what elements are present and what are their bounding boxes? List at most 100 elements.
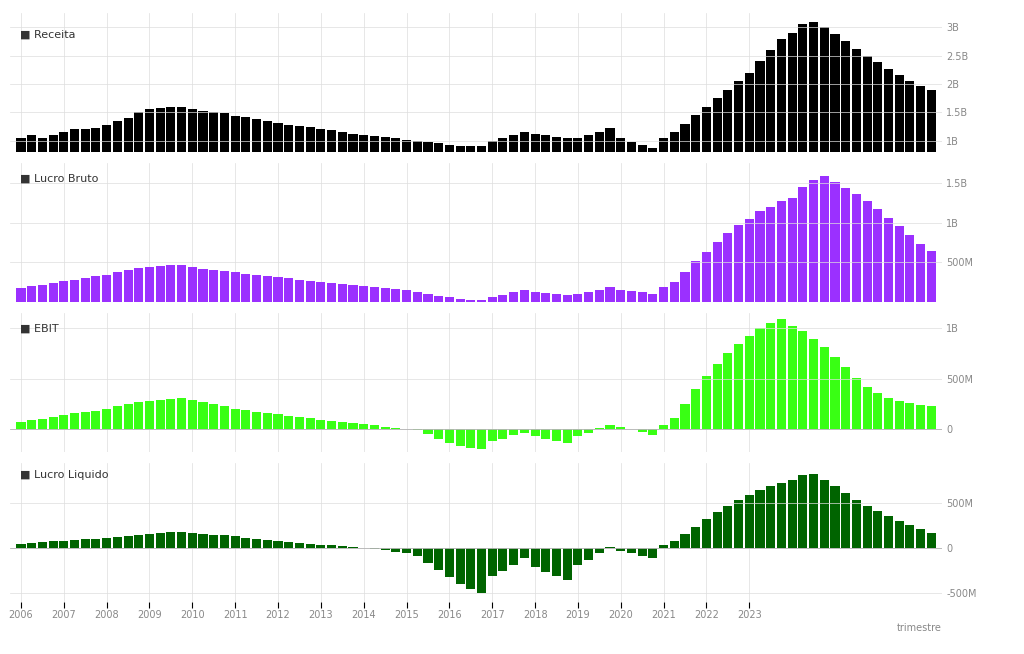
Bar [862,387,871,430]
Bar [905,404,914,430]
Bar [530,134,540,198]
Bar [777,39,786,198]
Bar [638,292,647,302]
Bar [187,533,197,548]
Bar [713,364,722,430]
Bar [744,218,754,302]
Bar [381,426,390,430]
Bar [166,532,175,548]
Bar [681,534,689,548]
Bar [285,542,293,548]
Bar [209,534,218,548]
Bar [905,81,914,198]
Bar [499,138,508,198]
Bar [852,49,861,198]
Bar [466,300,475,302]
Bar [81,413,90,430]
Bar [691,262,700,302]
Bar [905,525,914,548]
Bar [573,294,583,302]
Bar [734,343,743,430]
Bar [263,276,271,302]
Bar [520,430,529,432]
Bar [70,280,79,302]
Bar [156,266,165,302]
Bar [48,283,57,302]
Bar [70,540,79,548]
Bar [242,273,251,302]
Bar [509,430,518,436]
Bar [113,537,122,548]
Bar [273,541,283,548]
Bar [359,135,369,198]
Bar [787,33,797,198]
Bar [413,548,422,557]
Bar [787,198,797,302]
Bar [766,486,775,548]
Bar [434,143,443,198]
Bar [819,347,828,430]
Bar [605,287,614,302]
Bar [38,542,47,548]
Bar [124,404,133,430]
Bar [338,546,347,548]
Bar [381,288,390,302]
Bar [124,270,133,302]
Bar [809,473,818,548]
Bar [927,533,936,548]
Bar [305,127,314,198]
Bar [466,146,475,198]
Bar [509,135,518,198]
Bar [327,421,336,430]
Bar [841,41,850,198]
Bar [199,402,208,430]
Bar [230,409,240,430]
Bar [252,539,261,548]
Bar [305,281,314,302]
Bar [242,538,251,548]
Bar [884,218,893,302]
Text: ■ EBIT: ■ EBIT [19,324,58,334]
Bar [744,73,754,198]
Bar [38,138,47,198]
Bar [873,393,883,430]
Bar [530,430,540,436]
Bar [927,405,936,430]
Bar [27,543,36,548]
Bar [456,430,465,446]
Bar [487,141,497,198]
Bar [787,480,797,548]
Bar [573,138,583,198]
Bar [573,430,583,436]
Bar [895,75,904,198]
Bar [809,339,818,430]
Bar [477,548,486,593]
Bar [809,22,818,198]
Bar [830,182,840,302]
Bar [605,547,614,548]
Bar [16,138,26,198]
Bar [273,415,283,430]
Bar [627,428,636,430]
Bar [134,402,143,430]
Bar [391,548,400,552]
Bar [391,138,400,198]
Bar [177,398,186,430]
Bar [413,292,422,302]
Bar [444,548,454,577]
Bar [381,548,390,550]
Bar [59,132,69,198]
Bar [166,107,175,198]
Bar [316,545,326,548]
Bar [145,109,154,198]
Bar [370,548,379,549]
Bar [477,430,486,449]
Bar [91,128,100,198]
Bar [852,500,861,548]
Bar [799,187,807,302]
Bar [220,113,229,198]
Bar [766,322,775,430]
Bar [242,117,251,198]
Bar [59,415,69,430]
Bar [434,430,443,439]
